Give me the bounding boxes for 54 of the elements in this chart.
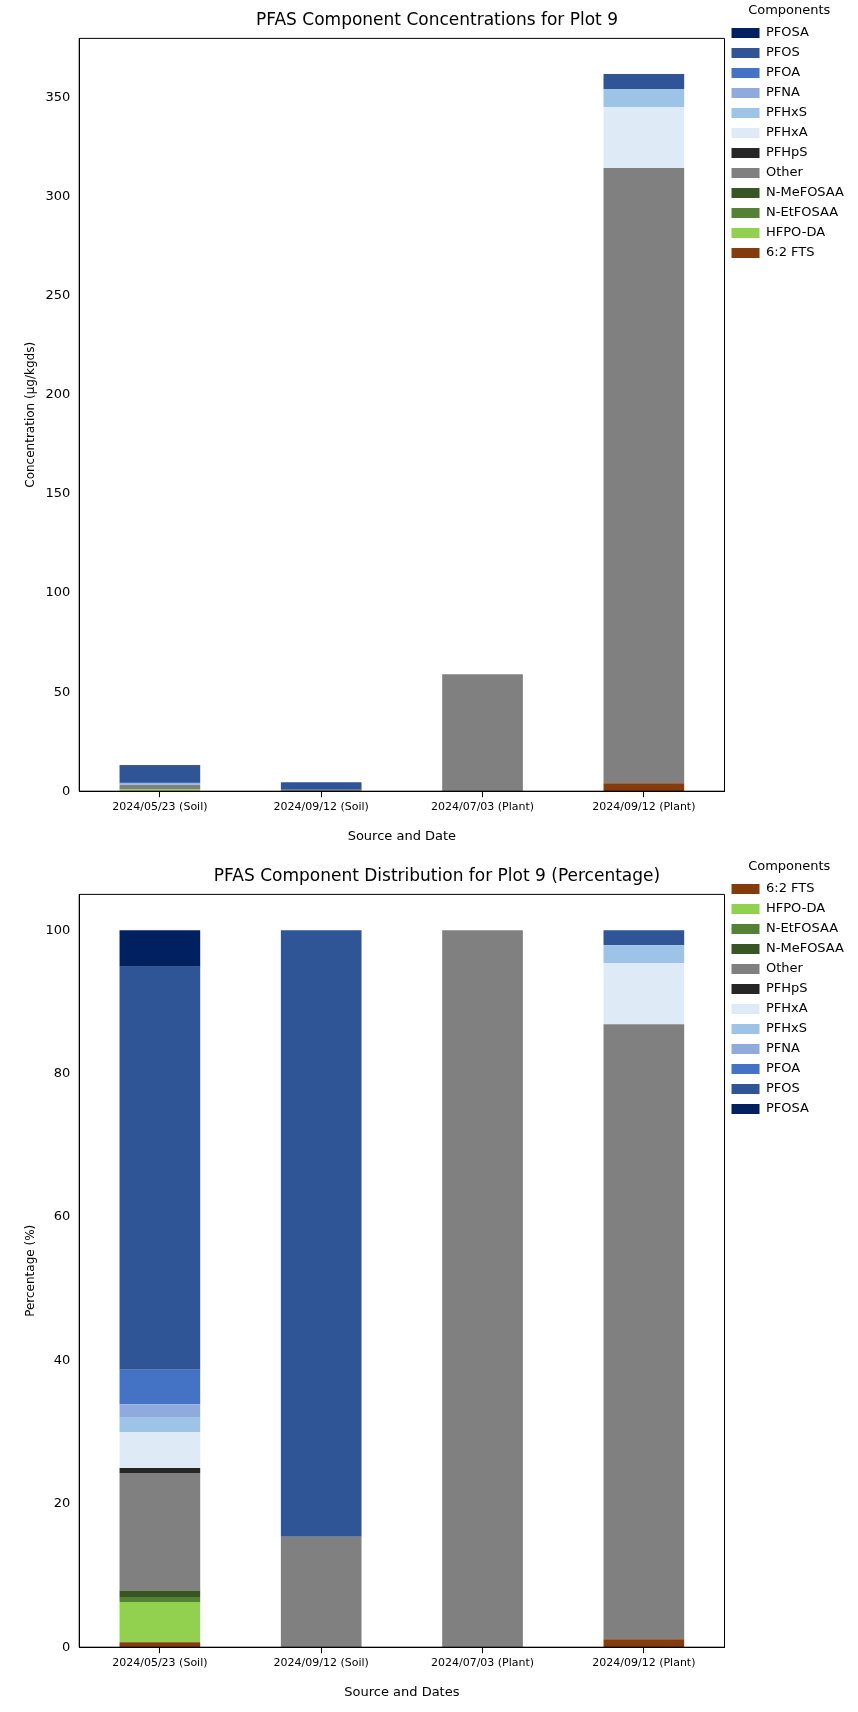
- legend-label: N-EtFOSAA: [766, 920, 839, 936]
- legend-label: 6:2 FTS: [766, 880, 815, 896]
- legend-label: PFNA: [766, 84, 801, 100]
- y-tick-label: 80: [53, 1065, 71, 1081]
- x-tick-label: 2024/07/03 (Plant): [430, 799, 535, 813]
- y-tick-label: 100: [45, 921, 71, 937]
- legend-label: PFHxS: [766, 1020, 808, 1036]
- legend-label: PFOA: [766, 64, 801, 80]
- y-axis-title: Percentage (%): [23, 1224, 38, 1317]
- legend-label: Other: [766, 164, 804, 180]
- x-axis-title: Source and Date: [347, 827, 457, 843]
- y-tick-label: 200: [45, 386, 71, 402]
- y-tick-label: 150: [45, 485, 71, 501]
- y-tick-label: 0: [61, 1638, 71, 1654]
- legend-label: PFHpS: [766, 144, 808, 160]
- x-tick-label: 2024/09/12 (Soil): [273, 1655, 369, 1669]
- legend-label: PFOS: [766, 44, 800, 60]
- x-axis-title: Source and Dates: [344, 1683, 460, 1699]
- legend-label: 6:2 FTS: [766, 244, 815, 260]
- legend-label: PFOSA: [766, 24, 810, 40]
- y-tick-label: 0: [61, 782, 71, 798]
- y-tick-label: 250: [45, 287, 71, 303]
- y-tick-label: 300: [45, 188, 71, 204]
- legend-label: N-MeFOSAA: [766, 184, 845, 200]
- x-tick-label: 2024/05/23 (Soil): [112, 799, 208, 813]
- y-tick-label: 20: [53, 1495, 71, 1511]
- legend-label: PFHxA: [766, 1000, 808, 1016]
- legend-title: Components: [748, 1, 831, 17]
- x-tick-label: 2024/09/12 (Plant): [592, 1655, 696, 1669]
- legend-label: PFOA: [766, 1060, 801, 1076]
- legend-label: PFHxS: [766, 104, 808, 120]
- x-tick-label: 2024/09/12 (Soil): [273, 799, 369, 813]
- legend-label: PFOS: [766, 1080, 800, 1096]
- y-tick-label: 50: [53, 683, 71, 699]
- legend-label: HFPO-DA: [766, 224, 826, 240]
- x-tick-label: 2024/05/23 (Soil): [112, 1655, 208, 1669]
- legend-label: Other: [766, 960, 804, 976]
- x-tick-label: 2024/09/12 (Plant): [592, 799, 696, 813]
- legend-label: PFHxA: [766, 124, 808, 140]
- legend-label: N-MeFOSAA: [766, 940, 845, 956]
- legend-label: HFPO-DA: [766, 900, 826, 916]
- chart-title: PFAS Component Concentrations for Plot 9: [256, 8, 618, 29]
- legend-label: PFHpS: [766, 980, 808, 996]
- x-tick-label: 2024/07/03 (Plant): [430, 1655, 535, 1669]
- y-tick-label: 40: [53, 1351, 71, 1367]
- legend-label: N-EtFOSAA: [766, 204, 839, 220]
- legend-label: PFOSA: [766, 1100, 810, 1116]
- legend-title: Components: [748, 857, 831, 873]
- chart-title: PFAS Component Distribution for Plot 9 (Percentage): [213, 864, 661, 885]
- y-axis-title: Concentration (µg/kgds): [23, 341, 38, 488]
- y-tick-label: 350: [45, 89, 71, 105]
- y-tick-label: 60: [53, 1208, 71, 1224]
- y-tick-label: 100: [45, 584, 71, 600]
- legend-label: PFNA: [766, 1040, 801, 1056]
